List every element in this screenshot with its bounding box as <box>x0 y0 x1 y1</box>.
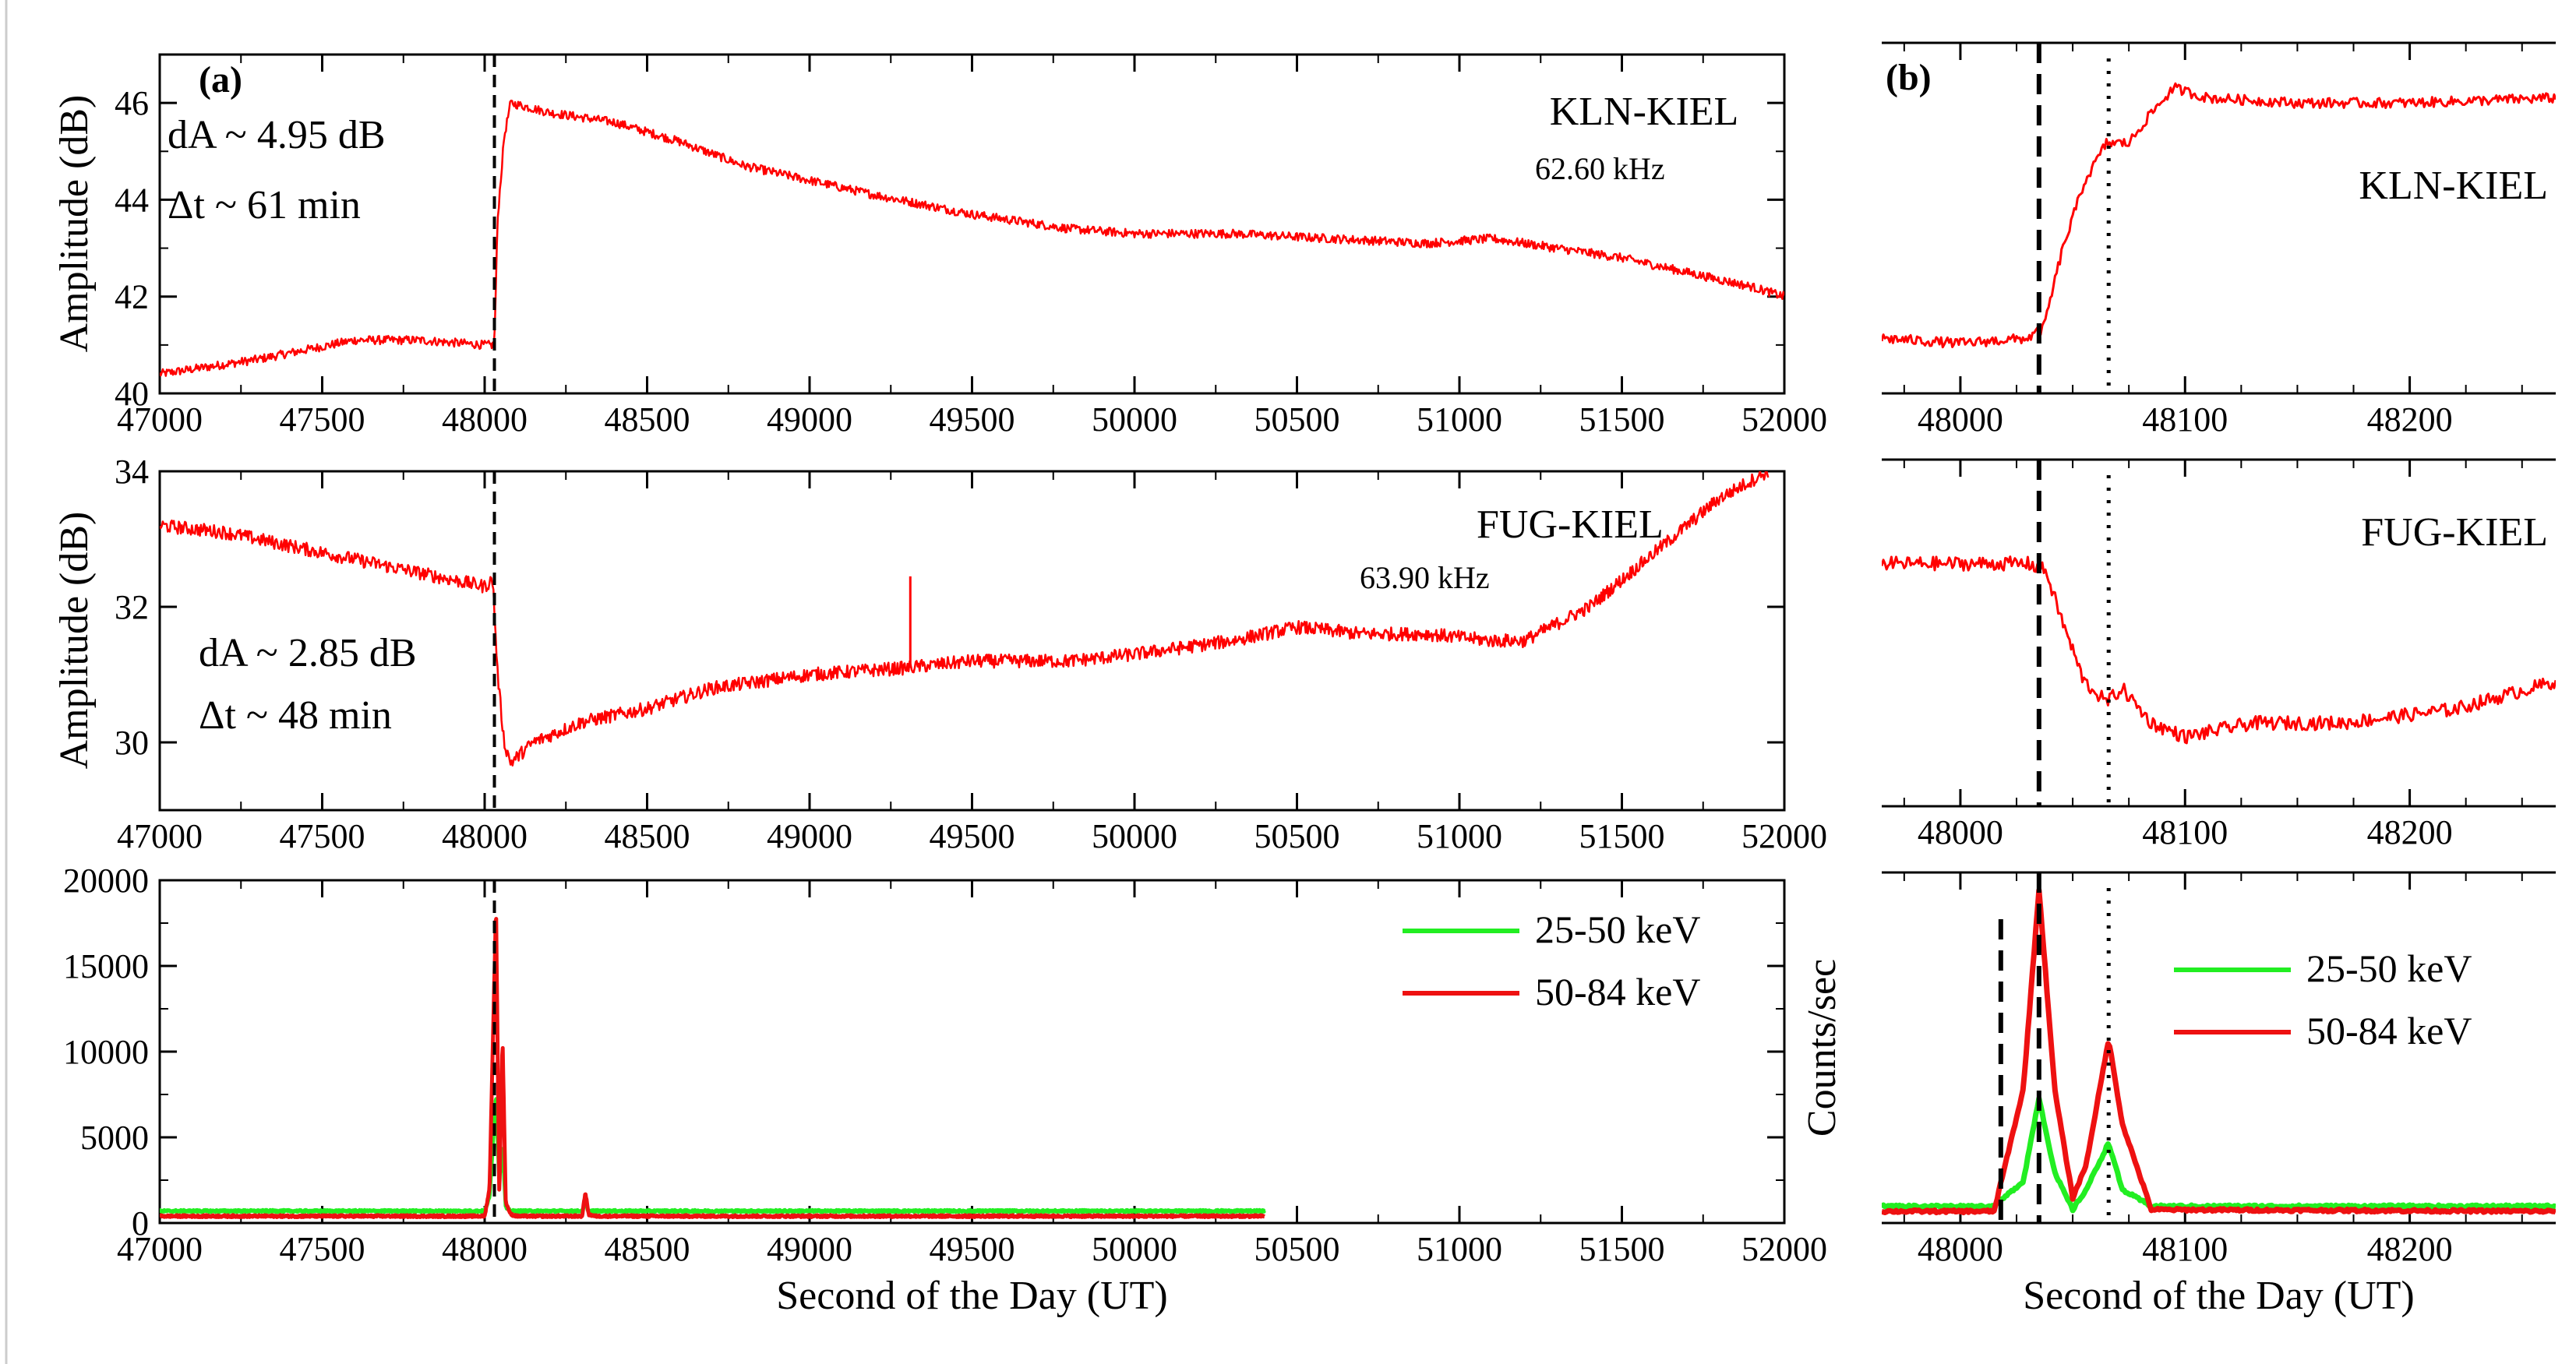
legend-label: 50-84 keV <box>1535 970 1700 1013</box>
x-tick-label: 51000 <box>1417 400 1502 439</box>
x-tick-label: 48000 <box>1918 813 2003 851</box>
x-tick-label: 49000 <box>767 400 852 439</box>
y-tick-label: 40 <box>115 375 149 413</box>
x-tick-label: 48100 <box>2142 1230 2228 1268</box>
panel-b-label: (b) <box>1886 57 1932 98</box>
x-tick-label: 51500 <box>1579 1230 1665 1268</box>
x-tick-label: 47500 <box>280 1230 365 1268</box>
station-title: KLN-KIEL <box>1550 90 1739 134</box>
x-tick-label: 48000 <box>442 1230 528 1268</box>
y-tick-label: 0 <box>132 1204 149 1242</box>
amplitude-change-label: dA ~ 4.95 dB <box>168 113 386 157</box>
panel-b1: 48000 48100 48200 KLN-KIEL <box>1882 41 2556 439</box>
panel-a1: 47000 47500 48000 48500 49000 49500 50000 50500… <box>115 53 1827 439</box>
x-tick-label: 48500 <box>605 1230 690 1268</box>
series-line-fug-kiel-zoom <box>1882 555 2556 745</box>
x-tick-label: 51000 <box>1417 1230 1502 1268</box>
duration-label: Δt ~ 48 min <box>199 693 392 738</box>
frequency-label: 63.90 kHz <box>1360 560 1490 595</box>
x-axis-title: Second of the Day (UT) <box>776 1274 1168 1318</box>
x-tick-label: 49000 <box>767 1230 852 1268</box>
x-tick-label: 47000 <box>117 817 203 855</box>
x-tick-label: 48000 <box>1918 1230 2003 1268</box>
x-tick-label: 51000 <box>1417 817 1502 855</box>
y-axis-title-counts: Counts/sec <box>1800 959 1844 1137</box>
y-tick-label: 32 <box>115 588 149 626</box>
x-tick-label: 48000 <box>1918 400 2003 439</box>
x-tick-label: 49500 <box>930 400 1015 439</box>
series-line-fug-kiel-63-90-khz <box>160 471 1770 767</box>
x-tick-label: 48100 <box>2142 400 2228 439</box>
x-tick-label: 47000 <box>117 400 203 439</box>
y-tick-label: 42 <box>115 278 149 316</box>
x-tick-label: 52000 <box>1741 1230 1827 1268</box>
series-line-kln-kiel-62-60-khz <box>160 99 1784 377</box>
x-tick-label: 47500 <box>280 400 365 439</box>
station-title: KLN-KIEL <box>2359 164 2548 208</box>
y-axis-title: Amplitude (dB) <box>52 512 97 770</box>
series-line-kln-kiel-zoom <box>1882 82 2556 349</box>
y-tick-label: 46 <box>115 84 149 122</box>
x-tick-label: 47000 <box>117 1230 203 1268</box>
panel-b2: 48000 48100 48200 FUG-KIEL <box>1882 458 2556 851</box>
x-tick-label: 47500 <box>280 817 365 855</box>
x-tick-label: 50500 <box>1254 400 1340 439</box>
x-tick-label: 48000 <box>442 817 528 855</box>
y-tick-label: 5000 <box>80 1119 149 1157</box>
x-tick-label: 48500 <box>605 400 690 439</box>
x-tick-label: 51500 <box>1579 817 1665 855</box>
y-tick-label: 30 <box>115 724 149 762</box>
x-axis-title: Second of the Day (UT) <box>2023 1274 2415 1318</box>
x-tick-label: 48100 <box>2142 813 2228 851</box>
legend-label: 50-84 keV <box>2306 1009 2472 1052</box>
series-line-25-50-kev <box>160 1097 1266 1214</box>
series-line-25-50-kev <box>1882 1095 2556 1214</box>
panel-a-label: (a) <box>199 59 242 100</box>
x-tick-label: 48500 <box>605 817 690 855</box>
y-tick-label: 34 <box>115 453 149 491</box>
x-tick-label: 51500 <box>1579 400 1665 439</box>
panel-a2: 47000 47500 48000 48500 49000 49500 50000 50500… <box>115 453 1827 855</box>
x-tick-label: 50000 <box>1092 1230 1177 1268</box>
series-line-50-84-kev <box>1882 887 2556 1216</box>
station-title: FUG-KIEL <box>1477 502 1664 547</box>
legend-label: 25-50 keV <box>1535 908 1700 951</box>
y-tick-label: 10000 <box>63 1033 149 1071</box>
x-tick-label: 50500 <box>1254 1230 1340 1268</box>
duration-label: Δt ~ 61 min <box>168 183 361 227</box>
panel-b3: 48000 48100 48200 25-50 keV 50-84 keV Second … <box>1882 871 2556 1318</box>
series-line-50-84-kev <box>160 917 1266 1219</box>
station-title: FUG-KIEL <box>2361 510 2548 555</box>
x-tick-label: 50500 <box>1254 817 1340 855</box>
x-tick-label: 49500 <box>930 817 1015 855</box>
x-tick-label: 48200 <box>2367 400 2453 439</box>
panel-a3: 47000 47500 48000 48500 49000 49500 50000 50500… <box>63 862 1827 1318</box>
x-tick-label: 50000 <box>1092 400 1177 439</box>
legend-label: 25-50 keV <box>2306 946 2472 990</box>
x-tick-label: 48200 <box>2367 813 2453 851</box>
frequency-label: 62.60 kHz <box>1535 151 1665 186</box>
y-tick-label: 20000 <box>63 862 149 900</box>
x-tick-label: 48200 <box>2367 1230 2453 1268</box>
x-tick-label: 52000 <box>1741 817 1827 855</box>
y-tick-label: 44 <box>115 181 149 219</box>
amplitude-change-label: dA ~ 2.85 dB <box>199 631 417 675</box>
x-tick-label: 49500 <box>930 1230 1015 1268</box>
x-tick-label: 48000 <box>442 400 528 439</box>
y-tick-label: 15000 <box>63 947 149 985</box>
y-axis-title: Amplitude (dB) <box>52 95 97 353</box>
x-tick-label: 49000 <box>767 817 852 855</box>
x-tick-label: 50000 <box>1092 817 1177 855</box>
x-tick-label: 52000 <box>1741 400 1827 439</box>
